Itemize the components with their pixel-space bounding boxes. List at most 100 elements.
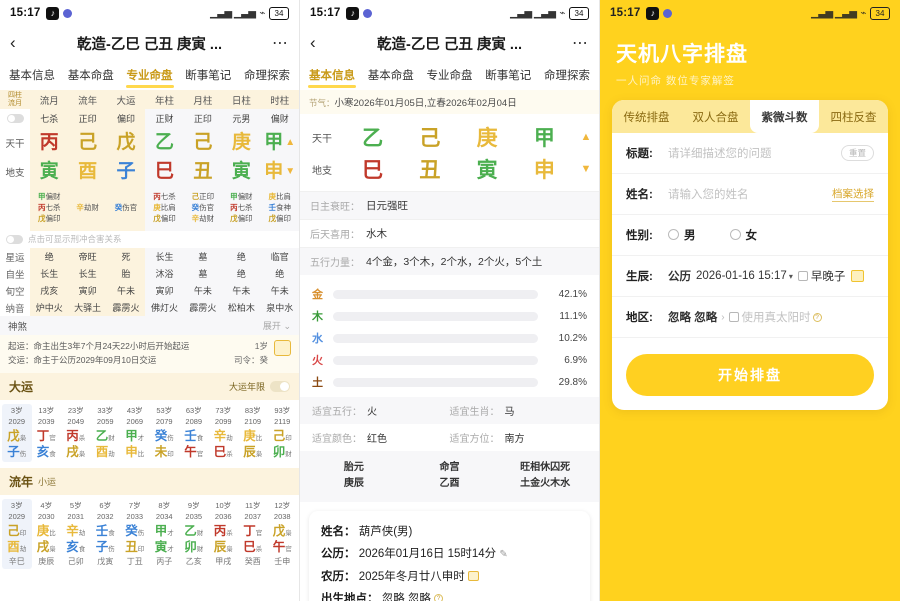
luck-column[interactable]: 13岁 2039 丁官 亥食 <box>36 406 56 460</box>
zaowanzi-label: 早晚子 <box>810 271 846 283</box>
radio-icon[interactable] <box>668 229 679 240</box>
luck-column[interactable]: 33岁 2059 乙财 酉劫 <box>95 406 115 460</box>
tab-basic-chart[interactable]: 基本命盘 <box>367 70 414 82</box>
info-cell: 绝 <box>222 248 261 265</box>
col-header-liunian[interactable]: 流年 <box>68 90 107 109</box>
tab-explore[interactable]: 命理探索 <box>544 70 590 82</box>
luck-column[interactable]: 4岁 2030 庚比 戌枭 庚辰 <box>36 501 56 566</box>
luck-column[interactable]: 83岁 2109 庚比 辰枭 <box>243 406 263 460</box>
tab-professional-chart[interactable]: 专业命盘 <box>125 64 174 90</box>
calendar-icon[interactable] <box>468 570 479 581</box>
toggle-switch-icon[interactable] <box>6 234 23 244</box>
earth-branch-2: 子 <box>116 161 136 182</box>
luck-column[interactable]: 43岁 2069 甲才 申比 <box>125 406 145 460</box>
truesolar-checkbox[interactable] <box>728 312 739 322</box>
suit-label-3: 适宜方位： <box>449 434 500 445</box>
radio-icon[interactable] <box>729 229 741 240</box>
luck-column[interactable]: 9岁 2035 乙财 卯财 乙亥 <box>184 501 204 566</box>
tab-traditional[interactable]: 传统排盘 <box>623 112 670 124</box>
p2-heaven-1: 己 <box>419 127 441 150</box>
tab-professional-chart[interactable]: 专业命盘 <box>426 70 473 82</box>
bar-track <box>333 377 538 387</box>
row-label-heaven: 天干 <box>312 133 332 145</box>
region-value[interactable]: 忽略 忽略 <box>668 312 718 324</box>
luck-column[interactable]: 93岁 2119 己印 卯财 <box>272 406 292 460</box>
tab-ziwei[interactable]: 紫微斗数 <box>750 100 819 133</box>
calendar-icon[interactable] <box>851 270 865 282</box>
gender-female-option[interactable]: 女 <box>729 227 757 243</box>
triangle-down-icon[interactable]: ▼ <box>580 163 592 175</box>
tab-notes[interactable]: 断事笔记 <box>485 70 532 82</box>
col-header-year[interactable]: 年柱 <box>145 90 184 109</box>
luck-column[interactable]: 23岁 2049 丙杀 戌枭 <box>66 406 86 460</box>
battery-icon: 34 <box>269 6 289 20</box>
tab-basic-info[interactable]: 基本信息 <box>9 70 55 82</box>
ellipsis-icon[interactable]: ⋯ <box>572 35 589 52</box>
question-icon[interactable]: ? <box>812 312 822 322</box>
hidden-stems-4: 己正印 癸伤官 辛劫财 <box>183 186 223 231</box>
zaowanzi-checkbox[interactable] <box>797 271 808 281</box>
luck-column[interactable]: 63岁 2089 壬食 午官 <box>184 406 204 460</box>
triangle-up-icon[interactable]: ▲ <box>580 131 592 143</box>
col-header-day[interactable]: 日柱 <box>222 90 261 109</box>
wuxing-bar-row: 水 10.2% <box>312 327 587 349</box>
luck-column[interactable]: 8岁 2034 甲才 寅才 丙子 <box>154 501 174 566</box>
tab-reverse[interactable]: 四柱反查 <box>830 112 877 124</box>
luck-column[interactable]: 53岁 2079 癸伤 未印 <box>154 406 174 460</box>
reset-button[interactable]: 重置 <box>840 145 874 161</box>
triangle-up-icon[interactable]: ▲ <box>285 137 296 148</box>
info-cell: 临官 <box>260 248 299 265</box>
ellipsis-icon[interactable]: ⋯ <box>272 35 289 52</box>
col-header-month[interactable]: 月柱 <box>183 90 223 109</box>
birth-caltype[interactable]: 公历 <box>668 271 691 283</box>
heaven-stem-5: 庚 <box>231 132 251 153</box>
calendar-icon[interactable] <box>274 340 291 356</box>
luck-column[interactable]: 6岁 2032 壬食 子伤 戊寅 <box>95 501 115 566</box>
dayun-year-toggle[interactable] <box>270 381 290 393</box>
back-icon[interactable]: ‹ <box>10 33 16 52</box>
archive-select-link[interactable]: 档案选择 <box>832 188 874 202</box>
edit-icon[interactable]: ✎ <box>499 549 508 561</box>
info-row-星运: 星运绝帝旺死长生墓绝临官 <box>0 248 299 265</box>
suit-value-0: 火 <box>367 407 377 418</box>
luck-column[interactable]: 11岁 2037 丁官 巳杀 癸酉 <box>243 501 263 566</box>
shensha-expand[interactable]: 展开 ⌄ <box>262 321 291 331</box>
tab-basic-chart[interactable]: 基本命盘 <box>67 70 114 82</box>
luck-column[interactable]: 3岁 2029 己印 酉劫 辛巳 <box>2 499 32 570</box>
tab-basic-info[interactable]: 基本信息 <box>308 64 356 90</box>
back-icon[interactable]: ‹ <box>310 33 316 52</box>
p2-heaven-0: 乙 <box>362 127 384 150</box>
question-icon[interactable]: ? <box>434 594 444 601</box>
info-cell: 长生 <box>30 265 69 282</box>
col-header-hour[interactable]: 时柱 <box>260 90 299 109</box>
gender-male-option[interactable]: 男 <box>668 227 696 243</box>
name-input[interactable]: 请输入您的姓名 <box>668 189 749 201</box>
triangle-down-icon[interactable]: ▼ <box>285 166 296 177</box>
luck-column[interactable]: 3岁 2029 戊枭 子伤 <box>2 404 32 463</box>
luck-column[interactable]: 5岁 2031 辛劫 亥食 己卯 <box>66 501 86 566</box>
self-toggle[interactable] <box>0 109 30 128</box>
birth-datetime[interactable]: 2026-01-16 15:17 <box>696 270 787 282</box>
toggle-switch-icon[interactable] <box>6 114 24 123</box>
luck-column[interactable]: 10岁 2036 丙杀 辰枭 甲戌 <box>213 501 233 566</box>
caret-down-icon[interactable]: ▾ <box>788 271 793 281</box>
ten-god-6: 偏财 <box>260 109 299 128</box>
earth-branch-6: 申 <box>264 161 284 182</box>
qiyun-line2: 交运：命主于公历2029年09月10日交运 <box>8 354 157 365</box>
luck-column[interactable]: 73岁 2099 辛劫 巳杀 <box>213 406 233 460</box>
chevron-right-icon[interactable]: › <box>721 311 725 323</box>
app-header: 天机八字排盘 一人问命 数位专家解签 <box>600 26 900 98</box>
tab-explore[interactable]: 命理探索 <box>244 70 290 82</box>
tab-notes[interactable]: 断事笔记 <box>185 70 232 82</box>
relations-toggle[interactable]: 点击可显示刑冲合害关系 <box>0 231 299 248</box>
shensha-row[interactable]: 神煞 展开 ⌄ <box>0 316 299 335</box>
qiyun-line1: 起运：命主出生3年7个月24天22小时后开始起运 <box>8 341 190 351</box>
luck-column[interactable]: 12岁 2038 戊枭 午官 壬申 <box>272 501 292 566</box>
luck-column[interactable]: 7岁 2033 癸伤 丑印 丁丑 <box>125 501 145 566</box>
col-header-dayun[interactable]: 大运 <box>106 90 146 109</box>
col-header-liuyue[interactable]: 流月 <box>30 90 69 109</box>
start-paipan-button[interactable]: 开始排盘 <box>626 354 874 396</box>
tab-couple[interactable]: 双人合盘 <box>692 112 739 124</box>
hidden-stems-row: 甲偏财 丙七杀 戊偏印 辛劫财 癸伤官 丙七杀 庚比肩 戊偏印 己正印 癸伤官 辛劫财 甲偏… <box>0 186 299 231</box>
title-input[interactable]: 请详细描述您的问题 <box>668 148 772 160</box>
